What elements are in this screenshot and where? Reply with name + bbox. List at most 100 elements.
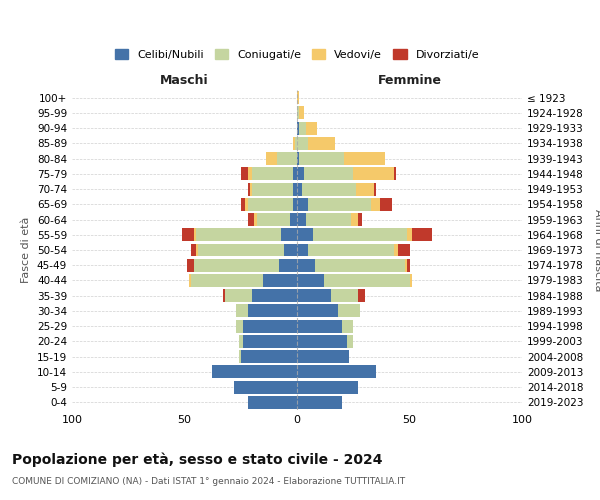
Bar: [297, 182, 302, 196]
Bar: [297, 122, 299, 134]
Bar: [297, 213, 306, 226]
Bar: [412, 228, 432, 241]
Bar: [297, 168, 304, 180]
Bar: [189, 274, 191, 287]
Bar: [344, 152, 385, 165]
Bar: [407, 259, 409, 272]
Bar: [407, 228, 412, 241]
Bar: [252, 182, 293, 196]
Bar: [193, 259, 279, 272]
Bar: [223, 289, 225, 302]
Bar: [243, 320, 297, 332]
Bar: [277, 152, 297, 165]
Bar: [236, 304, 248, 318]
Bar: [234, 380, 297, 394]
Bar: [306, 122, 317, 134]
Bar: [225, 289, 252, 302]
Bar: [248, 213, 254, 226]
Bar: [306, 213, 351, 226]
Bar: [405, 259, 407, 272]
Bar: [241, 198, 245, 211]
Bar: [182, 228, 193, 241]
Bar: [315, 259, 405, 272]
Bar: [290, 213, 297, 226]
Text: COMUNE DI COMIZIANO (NA) - Dati ISTAT 1° gennaio 2024 - Elaborazione TUTTITALIA.: COMUNE DI COMIZIANO (NA) - Dati ISTAT 1°…: [12, 478, 405, 486]
Bar: [295, 137, 297, 150]
Bar: [302, 182, 355, 196]
Bar: [337, 304, 360, 318]
Bar: [293, 182, 297, 196]
Bar: [297, 137, 308, 150]
Bar: [308, 198, 371, 211]
Bar: [380, 198, 392, 211]
Bar: [373, 182, 376, 196]
Bar: [351, 213, 358, 226]
Bar: [191, 244, 196, 256]
Bar: [248, 168, 252, 180]
Bar: [193, 228, 196, 241]
Bar: [245, 198, 248, 211]
Bar: [252, 168, 293, 180]
Bar: [371, 198, 380, 211]
Bar: [297, 350, 349, 363]
Bar: [297, 152, 299, 165]
Legend: Celibi/Nubili, Coniugati/e, Vedovi/e, Divorziati/e: Celibi/Nubili, Coniugati/e, Vedovi/e, Di…: [110, 44, 484, 64]
Bar: [293, 137, 295, 150]
Y-axis label: Anni di nascita: Anni di nascita: [593, 209, 600, 291]
Bar: [324, 274, 409, 287]
Bar: [248, 182, 250, 196]
Bar: [394, 244, 398, 256]
Bar: [241, 168, 248, 180]
Bar: [394, 168, 396, 180]
Bar: [353, 168, 394, 180]
Bar: [358, 289, 365, 302]
Bar: [308, 244, 394, 256]
Bar: [241, 350, 297, 363]
Bar: [409, 274, 412, 287]
Bar: [191, 274, 263, 287]
Bar: [297, 259, 315, 272]
Bar: [297, 289, 331, 302]
Bar: [297, 91, 299, 104]
Bar: [297, 228, 313, 241]
Text: Femmine: Femmine: [377, 74, 442, 87]
Bar: [198, 244, 284, 256]
Bar: [331, 289, 358, 302]
Bar: [196, 228, 281, 241]
Bar: [342, 320, 353, 332]
Bar: [297, 274, 324, 287]
Bar: [279, 259, 297, 272]
Bar: [187, 259, 193, 272]
Bar: [398, 244, 409, 256]
Bar: [284, 244, 297, 256]
Bar: [236, 320, 243, 332]
Bar: [297, 106, 299, 120]
Bar: [358, 213, 362, 226]
Bar: [250, 182, 252, 196]
Bar: [347, 335, 353, 348]
Bar: [263, 274, 297, 287]
Bar: [293, 198, 297, 211]
Bar: [239, 350, 241, 363]
Bar: [297, 335, 347, 348]
Bar: [297, 304, 337, 318]
Bar: [297, 198, 308, 211]
Bar: [297, 396, 342, 409]
Bar: [252, 289, 297, 302]
Bar: [299, 122, 306, 134]
Y-axis label: Fasce di età: Fasce di età: [22, 217, 31, 283]
Bar: [248, 396, 297, 409]
Bar: [297, 380, 358, 394]
Bar: [297, 244, 308, 256]
Bar: [248, 304, 297, 318]
Bar: [355, 182, 373, 196]
Bar: [265, 152, 277, 165]
Bar: [254, 213, 257, 226]
Bar: [313, 228, 407, 241]
Bar: [248, 198, 293, 211]
Bar: [281, 228, 297, 241]
Bar: [304, 168, 353, 180]
Bar: [299, 106, 304, 120]
Bar: [212, 366, 297, 378]
Bar: [239, 335, 243, 348]
